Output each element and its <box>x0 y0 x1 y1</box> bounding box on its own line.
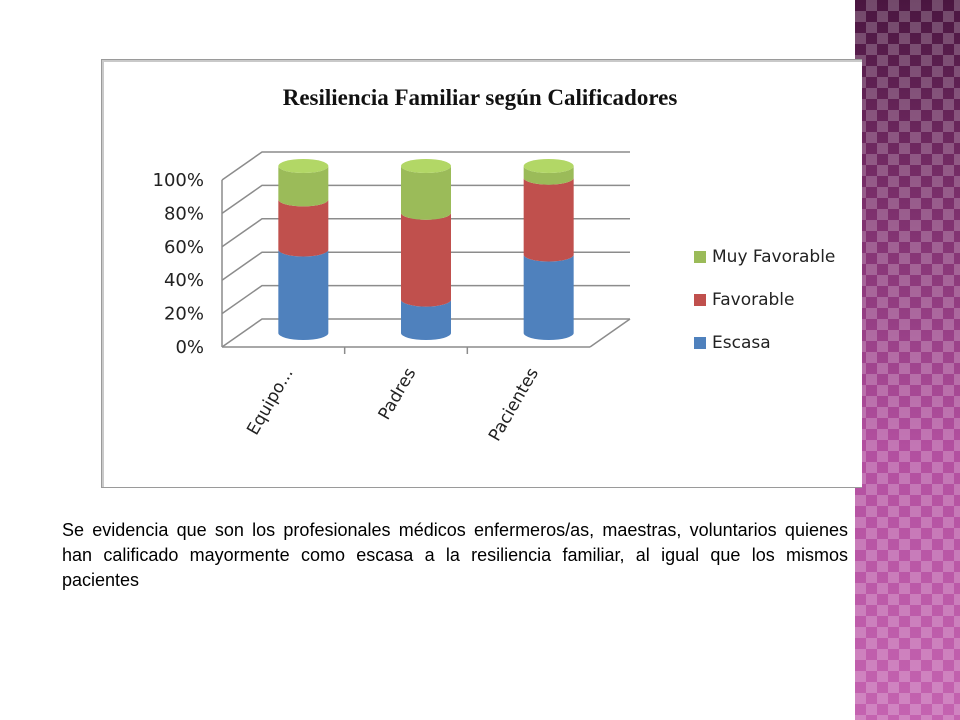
bar-segment <box>523 177 574 262</box>
y-axis-ticks: 0% 20% 40% 60% 80% 100% <box>153 170 204 358</box>
legend-label: Muy Favorable <box>712 247 835 267</box>
y-tick-label: 60% <box>164 237 204 258</box>
y-tick-label: 80% <box>164 203 204 224</box>
bar-segment <box>400 166 451 220</box>
chart-grid <box>221 151 631 354</box>
gridline <box>221 184 630 215</box>
legend-label: Favorable <box>712 290 794 310</box>
x-axis-labels: Equipo... Padres Pacientes <box>243 364 543 444</box>
y-tick-label: 40% <box>164 270 204 291</box>
gridline <box>221 284 630 315</box>
bar-segment <box>278 199 329 257</box>
y-tick-label: 20% <box>164 304 204 325</box>
legend-label: Escasa <box>712 333 771 353</box>
bar-segment <box>278 249 329 340</box>
gridline <box>221 251 630 281</box>
decorative-side-panel <box>855 0 960 720</box>
cylinder-top <box>401 159 451 173</box>
gridline <box>221 151 630 181</box>
chart-legend: Muy Favorable Favorable Escasa <box>694 247 835 353</box>
legend-swatch <box>694 337 706 349</box>
bar-segment <box>401 299 451 340</box>
x-tick-label: Pacientes <box>485 364 543 444</box>
gridline <box>221 218 630 248</box>
chart-frame <box>101 59 862 488</box>
caption-text: Se evidencia que son los profesionales m… <box>62 520 848 590</box>
bar-segment <box>400 212 451 307</box>
x-tick-label: Equipo... <box>243 365 297 439</box>
bar-segment <box>523 166 574 185</box>
legend-swatch <box>694 294 706 306</box>
x-tick-label: Padres <box>375 364 421 423</box>
chart-bars <box>278 159 574 340</box>
bar-segment <box>523 254 574 340</box>
cylinder-top <box>278 159 329 173</box>
y-tick-label: 100% <box>153 170 204 191</box>
chart-title: Resiliencia Familiar según Calificadores <box>283 85 678 110</box>
floor-edge <box>589 318 631 348</box>
legend-swatch <box>694 251 706 263</box>
y-tick-label: 0% <box>175 337 204 358</box>
gridline <box>221 318 630 348</box>
cylinder-top <box>523 159 574 173</box>
bar-segment <box>278 166 329 207</box>
